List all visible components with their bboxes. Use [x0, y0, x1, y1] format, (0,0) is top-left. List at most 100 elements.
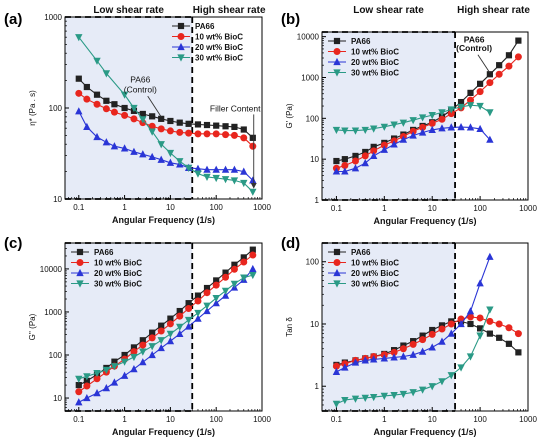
data-point — [83, 373, 91, 381]
data-point — [75, 89, 83, 97]
data-point — [194, 309, 202, 318]
data-point — [139, 150, 147, 158]
data-point — [213, 277, 220, 284]
legend-entry: PA66 — [351, 37, 371, 46]
data-point — [466, 307, 475, 315]
data-point — [184, 164, 193, 172]
data-point — [249, 246, 256, 253]
legend-entry: PA66 — [94, 248, 114, 257]
y-tick-label: 10 — [53, 195, 62, 204]
data-point — [75, 107, 83, 115]
data-point — [438, 325, 446, 333]
data-point — [221, 165, 230, 173]
data-point — [466, 313, 474, 321]
data-point — [249, 264, 257, 273]
data-point — [120, 144, 129, 152]
data-point — [148, 343, 156, 351]
legend-marker — [333, 280, 341, 288]
data-point — [110, 363, 119, 371]
y-tick-label: 1 — [315, 382, 320, 391]
data-point — [212, 130, 220, 138]
data-point — [157, 337, 165, 345]
filler-arrow-head — [250, 182, 257, 189]
data-point — [176, 119, 183, 126]
data-point — [515, 349, 522, 356]
data-point — [476, 279, 484, 287]
data-point — [148, 334, 156, 342]
data-point — [505, 52, 513, 59]
data-point — [409, 117, 417, 125]
data-point — [369, 151, 378, 160]
data-point — [341, 161, 349, 169]
x-tick-label: 0.1 — [73, 415, 85, 424]
x-tick-label: 1000 — [519, 415, 537, 424]
data-point — [419, 332, 426, 339]
data-point — [486, 330, 493, 337]
data-point — [495, 320, 503, 328]
data-point — [102, 105, 110, 113]
x-tick-label: 1 — [382, 204, 387, 213]
data-point — [467, 320, 474, 328]
data-point — [176, 329, 184, 337]
data-point — [419, 336, 427, 344]
data-point — [83, 382, 91, 390]
x-tick-label: 0.1 — [331, 204, 343, 213]
data-point — [149, 113, 156, 120]
data-point — [457, 103, 465, 112]
data-point — [351, 164, 360, 172]
data-point — [130, 147, 138, 155]
panel-c: 0.1 1 10 100 1000 10 100 1000 10000 Angular Frequ… — [4, 235, 271, 437]
low-shear-label: Low shear rate — [93, 5, 164, 16]
data-point — [130, 353, 138, 362]
data-point — [390, 140, 398, 148]
y-axis-label: Tan δ — [285, 317, 294, 337]
x-tick-label: 10 — [428, 204, 437, 213]
data-point — [212, 165, 220, 173]
data-point — [486, 306, 494, 314]
data-point — [203, 284, 211, 292]
data-point — [496, 334, 503, 341]
panel-d: 0.1 1 10 100 1000 1 10 100 Angular Frequency (1/… — [281, 235, 537, 437]
data-point — [139, 110, 146, 118]
y-tick-label: 100 — [306, 258, 320, 267]
data-point — [477, 325, 484, 332]
legend-marker — [333, 57, 341, 66]
data-point — [240, 254, 247, 261]
data-point — [380, 141, 388, 149]
data-point — [212, 281, 220, 289]
data-point — [428, 119, 436, 127]
data-point — [203, 130, 211, 138]
data-point — [466, 102, 475, 110]
data-point — [351, 395, 360, 403]
data-point — [110, 378, 119, 386]
data-point — [362, 148, 369, 156]
data-point — [351, 157, 359, 165]
data-point — [390, 353, 398, 361]
data-point — [457, 364, 465, 372]
data-point — [332, 400, 341, 409]
x-axis-label: Angular Frequency (1/s) — [112, 215, 215, 225]
y-tick-label: 10000 — [40, 265, 63, 274]
data-point — [341, 167, 349, 175]
data-point — [438, 109, 446, 117]
data-point — [332, 362, 340, 370]
data-point — [380, 392, 389, 400]
data-point — [167, 315, 174, 322]
data-point — [75, 75, 82, 82]
data-point — [166, 330, 175, 338]
legend-entry: 30 wt% BioC — [351, 69, 399, 78]
data-point — [110, 108, 118, 116]
data-point — [157, 155, 165, 163]
data-point — [341, 363, 349, 371]
data-point — [93, 91, 101, 98]
legend-marker — [177, 33, 185, 40]
data-point — [93, 132, 101, 141]
y-tick-label: 1 — [315, 196, 320, 205]
data-point — [158, 322, 165, 329]
data-point — [130, 104, 138, 113]
data-point — [230, 265, 238, 273]
y-axis-label: G'' (Pa) — [28, 313, 37, 340]
control-arrow-b — [477, 54, 491, 74]
data-point — [75, 398, 83, 406]
